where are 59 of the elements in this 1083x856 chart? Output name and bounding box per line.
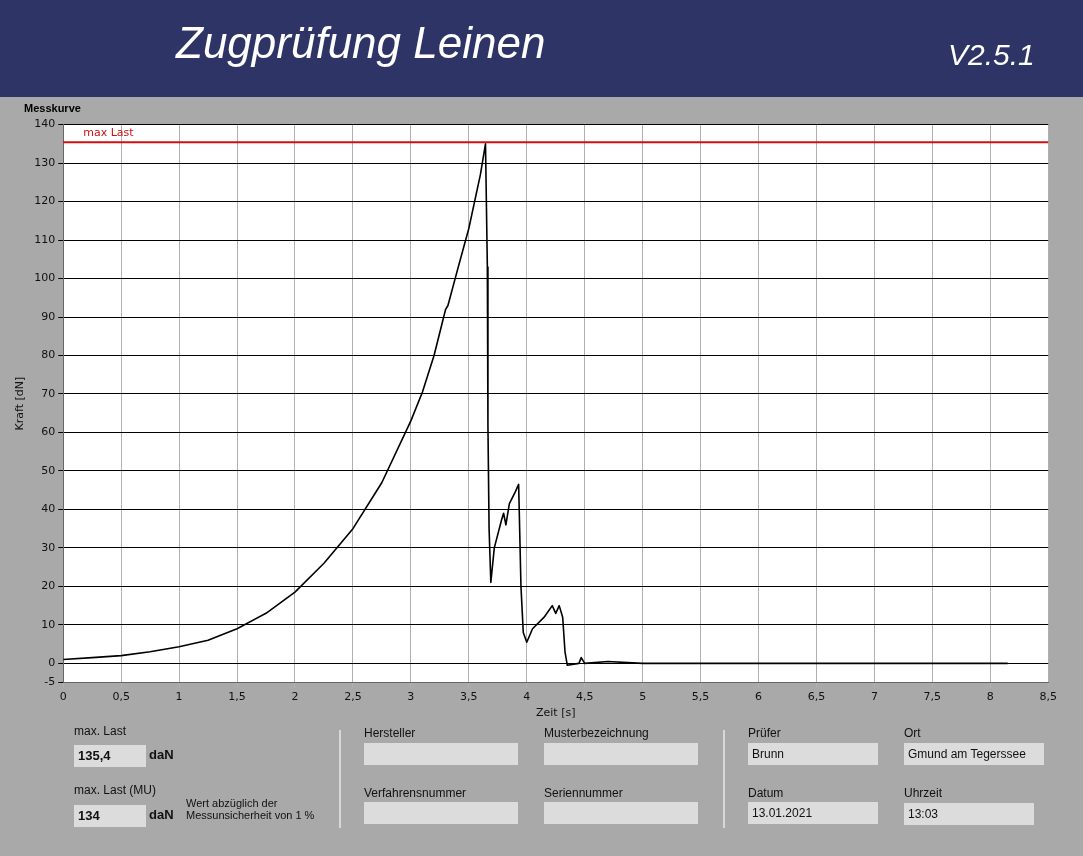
y-tick-label: -5 [44,675,56,689]
x-tick-label: 0 [59,690,67,704]
y-tick-label: 80 [41,348,56,362]
x-tick-label: 7 [870,690,878,704]
x-tick-label: 6,5 [807,690,826,704]
y-tick-label: 140 [34,117,56,131]
text: Prüfer [748,726,781,740]
y-tick-label: 100 [34,271,56,285]
text: Seriennummer [544,786,623,800]
text: 13.01.2021 [748,802,878,824]
text: Wert abzüglich der Messunsicherheit von 1 % [186,797,316,821]
text: max. Last [74,724,127,738]
text: Musterbezeichnung [544,726,649,740]
y-tick-label: 120 [34,194,56,208]
text: V2.5.1 [948,38,1035,72]
x-tick-label: 5,5 [691,690,710,704]
x-tick-label: 3 [407,690,415,704]
y-tick-label: 50 [41,463,56,477]
y-tick-label: 0 [48,656,56,670]
x-tick-label: 1,5 [228,690,246,704]
x-tick-label: 6 [755,690,763,704]
y-axis-title: Kraft [dN] [13,376,27,431]
y-tick-label: 60 [41,425,56,439]
y-tick-label: 130 [34,155,56,169]
x-tick-label: 8 [986,690,994,704]
x-tick-label: 8,5 [1039,690,1057,704]
x-tick-label: 2,5 [344,690,362,704]
text: Gmund am Tegerssee [904,743,1044,765]
x-tick-label: 0,5 [112,690,130,704]
text: Datum [748,786,784,800]
y-tick-label: 110 [34,232,56,246]
y-tick-label: 10 [41,617,56,631]
ref-line-label: max Last [83,125,135,139]
y-tick-label: 40 [41,502,56,516]
x-axis-title: Zeit [s] [535,706,576,720]
x-tick-label: 7,5 [923,690,942,704]
x-tick-label: 4,5 [575,690,594,704]
y-tick-label: 20 [41,579,56,593]
x-tick-label: 1 [175,690,183,704]
x-tick-label: 5 [639,690,647,704]
x-tick-label: 2 [291,690,299,704]
text: 134 [74,805,146,827]
text: Verfahrensnummer [364,786,467,800]
x-tick-label: 3,5 [460,690,478,704]
text: 135,4 [74,745,146,767]
y-tick-label: 90 [41,309,56,323]
text: 13:03 [904,803,1034,825]
text: Brunn [748,743,878,765]
text: Ort [904,726,921,740]
text: daN [149,807,174,822]
text: Uhrzeit [904,786,943,800]
chart-title: Zugprüfung Leinen [176,18,546,68]
text: max. Last (MU) [74,783,157,797]
y-tick-label: 30 [41,540,56,554]
text: Hersteller [364,726,416,740]
x-tick-label: 4 [523,690,531,704]
y-tick-label: 70 [41,386,56,400]
text: daN [149,747,174,762]
chart-subtitle: Messkurve [24,102,81,114]
